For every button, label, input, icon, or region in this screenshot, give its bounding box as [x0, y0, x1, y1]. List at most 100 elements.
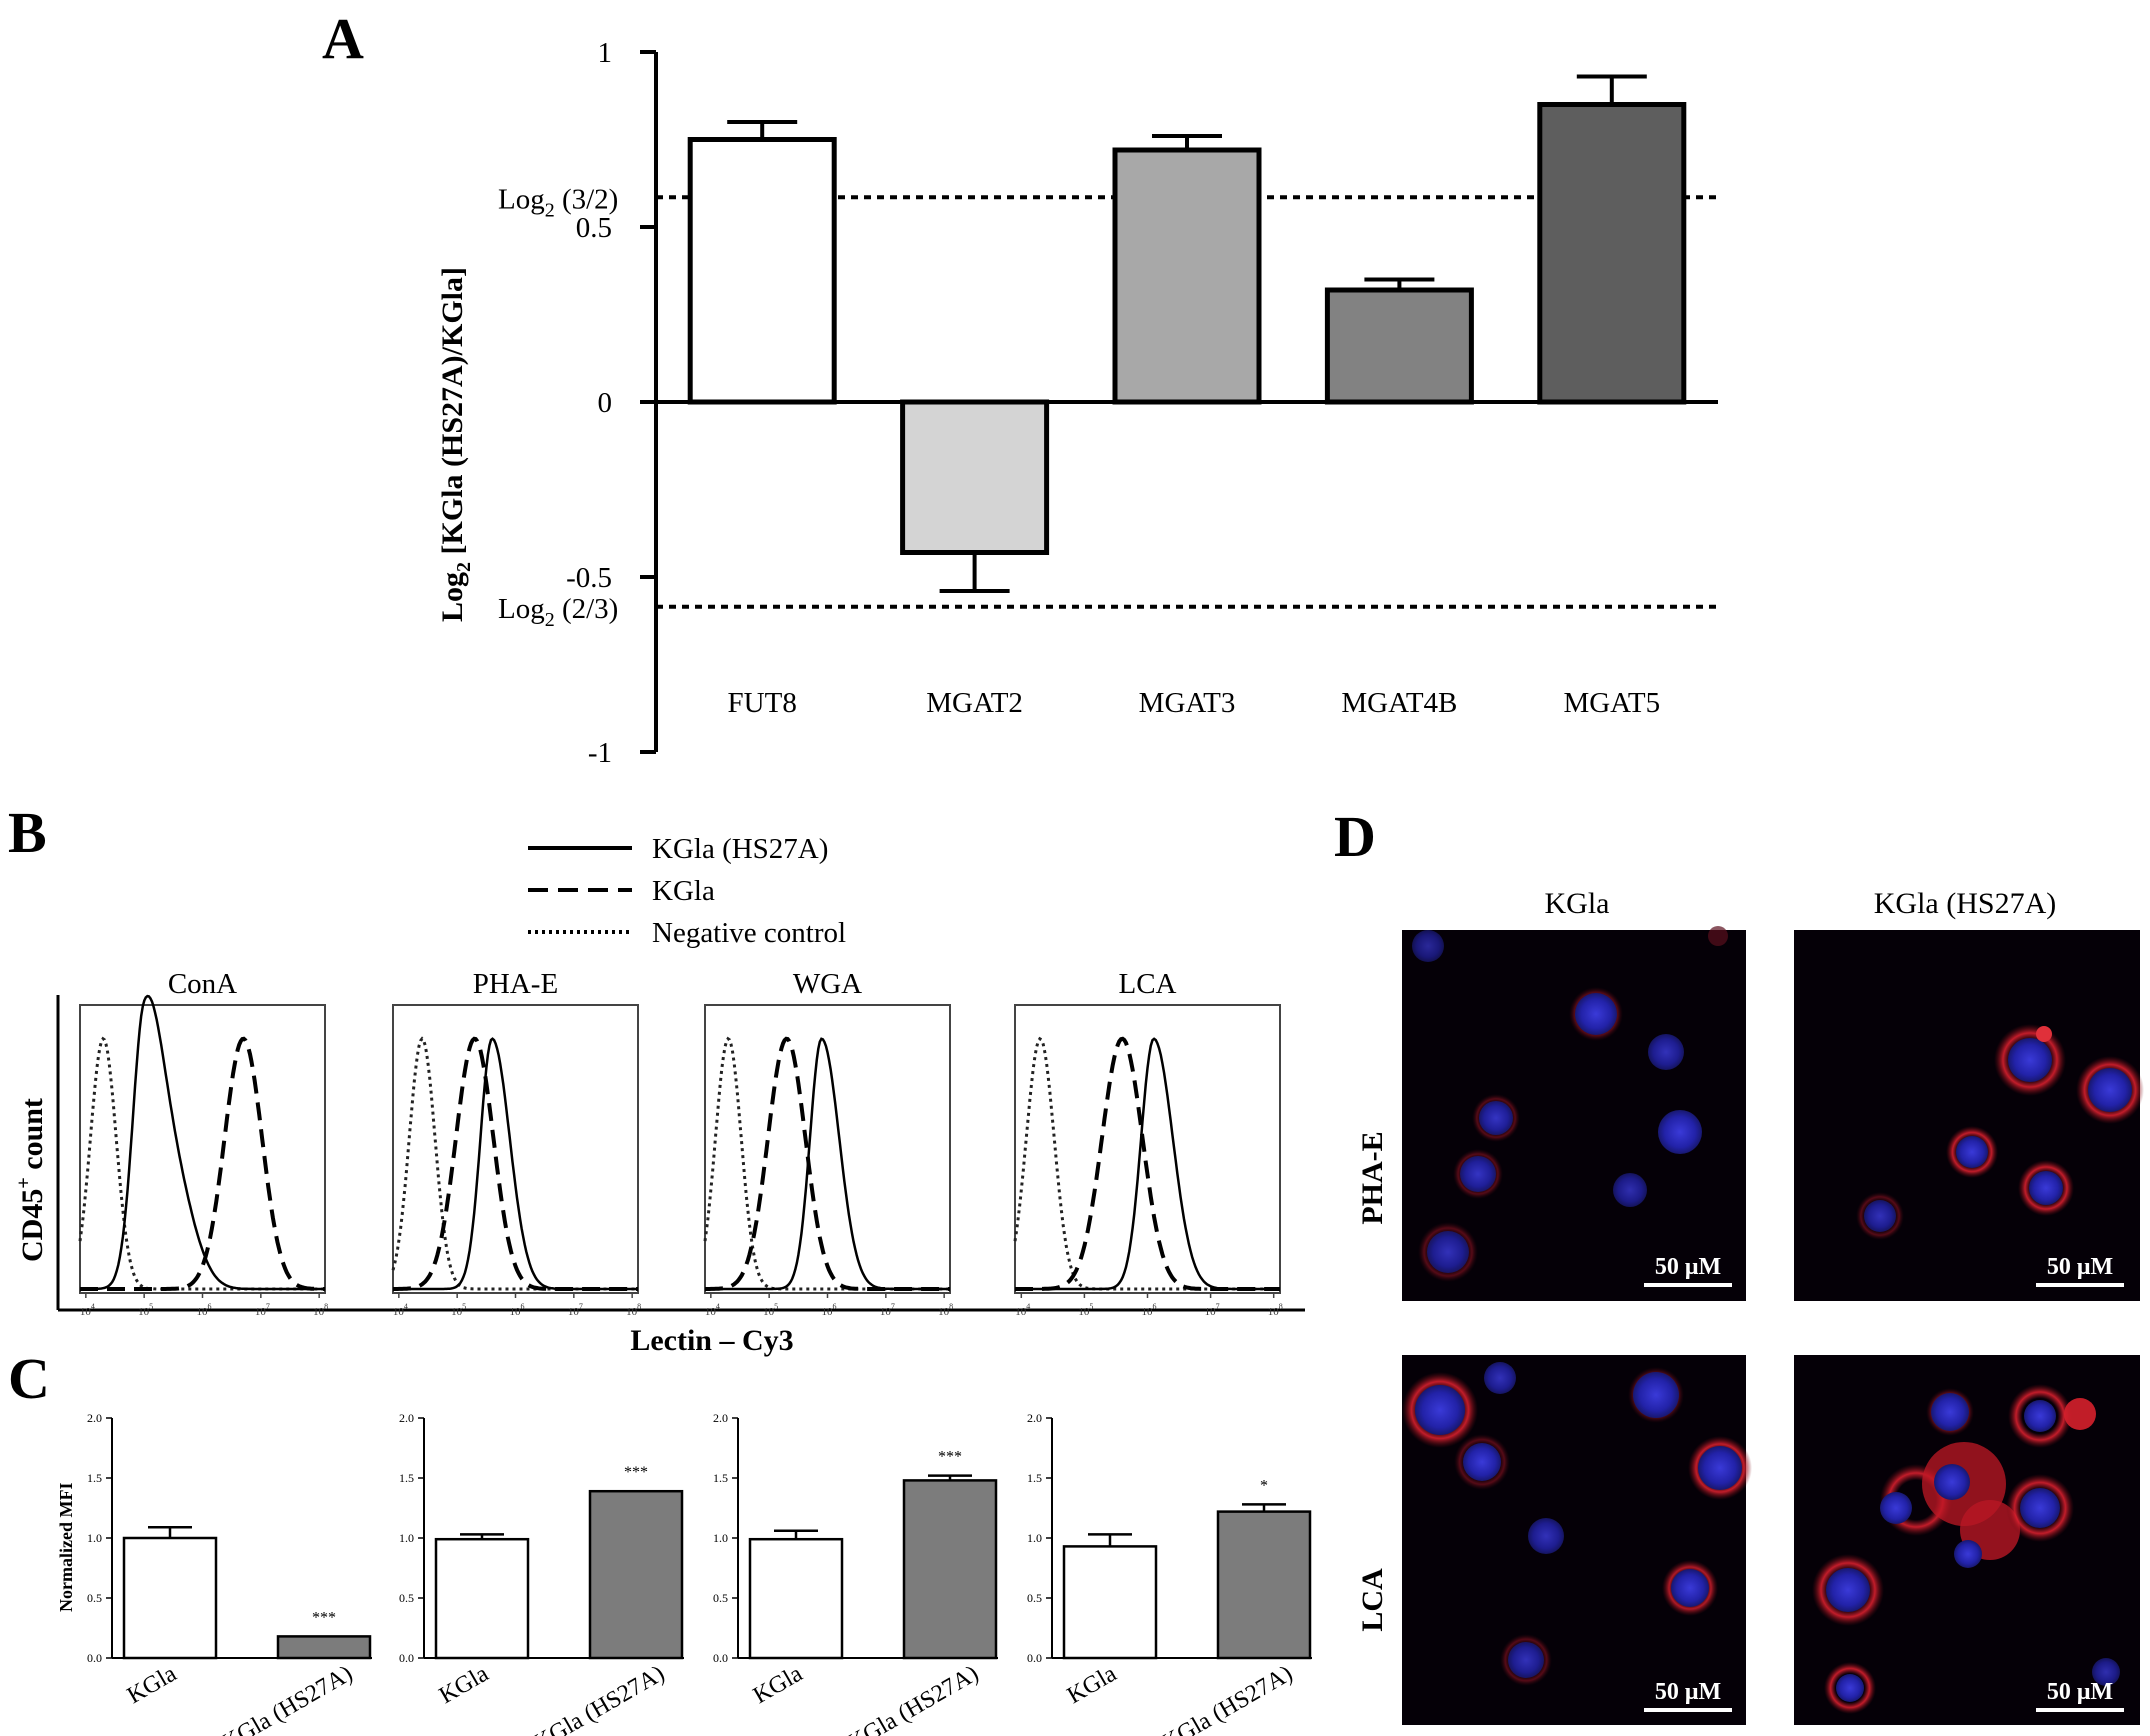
c-bar-kgla-hs27a [276, 1635, 372, 1660]
x-tick-base: 10 [705, 1306, 717, 1318]
c-bar-kgla-hs27a [902, 1479, 998, 1660]
reference-line-label: Log2 (2/3) [498, 593, 618, 631]
histogram-title: LCA [1119, 968, 1177, 1000]
panel-b-xlabel: Lectin – Cy3 [630, 1324, 793, 1357]
panel-b-legend: KGla (HS27A) KGla Negative control [528, 833, 846, 949]
histogram-title: ConA [168, 968, 237, 1000]
x-tick-exp: 8 [1279, 1302, 1283, 1311]
x-tick-base: 10 [80, 1306, 92, 1318]
panel-b-ylabel-sup: + [13, 1177, 35, 1188]
x-tick-label: 105 [763, 1302, 778, 1318]
x-tick-base: 10 [938, 1306, 950, 1318]
panel-a-ylabel-sub: 2 [453, 562, 475, 572]
c-y-tick-label: 0.0 [87, 1651, 102, 1665]
y-tick-label: 0 [598, 387, 613, 419]
x-tick-exp: 5 [1089, 1302, 1093, 1311]
c-significance: *** [938, 1449, 962, 1466]
histogram-title: PHA-E [473, 968, 558, 1000]
scale-bar-label: 50 μM [2047, 1679, 2113, 1705]
curve-kgla-hs27a [705, 1037, 950, 1291]
x-tick-label: 106 [1142, 1302, 1157, 1318]
panel-d-row-pha-e: PHA-E [1356, 1131, 1389, 1224]
x-tick-label: 104 [705, 1302, 720, 1318]
c-y-tick-label: 1.5 [1027, 1471, 1042, 1485]
panel-d-micrographs: KGla KGla (HS27A) PHA-E LCA 50 μM [1356, 887, 2144, 1725]
reference-line-label-rest: (3/2) [555, 183, 619, 215]
x-tick-label: 106 [822, 1302, 837, 1318]
x-tick-base: 10 [1078, 1306, 1090, 1318]
panel-a-ylabel-rest: [KGla (HS27A)/KGla] [436, 267, 469, 562]
x-tick-label: 107 [255, 1302, 270, 1318]
category-label-mgat4b: MGAT4B [1341, 687, 1457, 719]
y-tick-label: -1 [588, 737, 612, 769]
scale-bar-label: 50 μM [1655, 1679, 1721, 1705]
x-tick-label: 105 [138, 1302, 153, 1318]
bar-mgat3 [1112, 147, 1262, 405]
y-tick-label: 0.5 [576, 212, 612, 244]
x-tick-exp: 7 [1216, 1302, 1220, 1311]
x-tick-base: 10 [626, 1306, 638, 1318]
histogram-frame [1014, 1004, 1281, 1294]
c-y-tick-label: 2.0 [713, 1411, 728, 1425]
histogram-frame [392, 1004, 639, 1294]
curve-kgla [1015, 1036, 1280, 1291]
c-y-tick-label: 0.5 [1027, 1591, 1042, 1605]
curve-negative-control [78, 1036, 325, 1291]
x-tick-exp: 5 [462, 1302, 466, 1311]
micrograph-kgla-hs27a-pha-e: 50 μM [1794, 930, 2144, 1301]
histogram-title: WGA [793, 968, 862, 1000]
category-label-mgat3: MGAT3 [1139, 687, 1236, 719]
x-tick-base: 10 [313, 1306, 325, 1318]
c-y-tick-label: 1.0 [713, 1531, 728, 1545]
panel-b-ylabel-rest: count [16, 1098, 49, 1177]
x-tick-exp: 4 [404, 1302, 408, 1311]
x-tick-exp: 5 [774, 1302, 778, 1311]
c-category-label: KGla [123, 1661, 181, 1710]
legend-label: KGla [652, 875, 715, 907]
x-tick-label: 105 [1078, 1302, 1093, 1318]
bar-mgat5 [1537, 102, 1687, 405]
x-tick-exp: 6 [208, 1302, 212, 1311]
panel-c-ylabel: Normalized MFI [56, 1483, 76, 1612]
panel-d-row-lca: LCA [1356, 1568, 1389, 1632]
c-y-tick-label: 1.5 [87, 1471, 102, 1485]
micrograph-kgla-pha-e: 50 μM [1402, 926, 1746, 1301]
x-tick-label: 108 [938, 1302, 953, 1318]
x-tick-base: 10 [138, 1306, 150, 1318]
scale-bar-label: 50 μM [2047, 1254, 2113, 1280]
x-tick-label: 108 [1268, 1302, 1283, 1318]
c-bar-kgla [748, 1537, 844, 1660]
x-tick-base: 10 [763, 1306, 775, 1318]
x-tick-base: 10 [255, 1306, 266, 1318]
x-tick-base: 10 [822, 1306, 834, 1318]
bar-mgat4b [1324, 287, 1474, 405]
x-tick-base: 10 [1015, 1306, 1027, 1318]
c-y-tick-label: 0.0 [713, 1651, 728, 1665]
c-significance: *** [312, 1609, 336, 1626]
x-tick-base: 10 [393, 1306, 405, 1318]
c-category-label: KGla (HS27A) [218, 1661, 357, 1736]
x-tick-exp: 7 [266, 1302, 270, 1311]
reference-line-label-base: Log [498, 593, 545, 625]
curve-kgla-hs27a [80, 994, 325, 1291]
panel-b-ylabel: CD45+ count [13, 1098, 49, 1262]
reference-line-label-sub: 2 [545, 199, 555, 221]
category-label-mgat5: MGAT5 [1563, 687, 1660, 719]
x-tick-label: 105 [451, 1302, 466, 1318]
x-tick-exp: 7 [891, 1302, 895, 1311]
x-tick-exp: 5 [149, 1302, 153, 1311]
x-tick-label: 106 [197, 1302, 212, 1318]
reference-line-label-rest: (2/3) [555, 593, 619, 625]
c-y-tick-label: 0.5 [399, 1591, 414, 1605]
reference-line-label-sub: 2 [545, 609, 555, 631]
x-tick-label: 107 [880, 1302, 895, 1318]
c-category-label: KGla (HS27A) [1158, 1661, 1297, 1736]
c-y-tick-label: 1.0 [1027, 1531, 1042, 1545]
micrograph-kgla-lca: 50 μM [1402, 1355, 1752, 1725]
c-y-tick-label: 1.0 [87, 1531, 102, 1545]
x-tick-exp: 6 [833, 1302, 837, 1311]
x-tick-base: 10 [568, 1306, 580, 1318]
panel-c-bar-charts: 0.0 0.5 1.0 1.5 2.0 KGla *** KGla (HS27A) 0.0 0.5… [56, 1411, 1312, 1736]
category-label-fut8: FUT8 [728, 687, 797, 719]
